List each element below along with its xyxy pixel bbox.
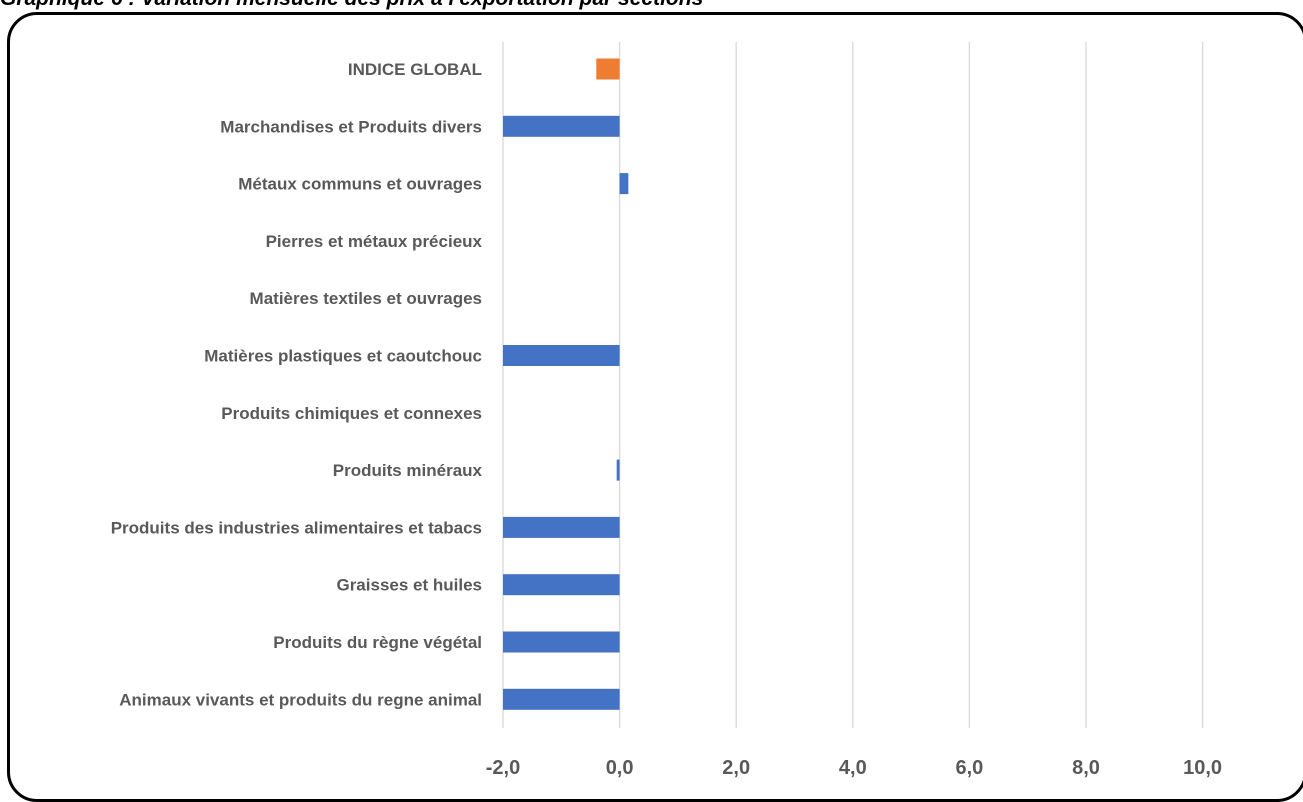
category-label: Animaux vivants et produits du regne ani… <box>119 690 482 709</box>
category-label: Métaux communs et ouvrages <box>238 175 482 194</box>
bars <box>503 58 629 710</box>
x-tick-label: -2,0 <box>486 757 520 779</box>
gridlines <box>502 42 1204 728</box>
bar <box>503 516 620 538</box>
category-label: Marchandises et Produits divers <box>220 117 482 136</box>
x-tick-label: 2,0 <box>722 757 750 779</box>
x-tick-label: 10,0 <box>1183 757 1222 779</box>
bar <box>619 173 629 195</box>
bar <box>596 58 620 80</box>
chart-title: Graphique 6 : Variation mensuelle des pr… <box>0 0 1303 10</box>
category-label: Produits minéraux <box>333 461 483 480</box>
x-tick-label: 4,0 <box>839 757 867 779</box>
x-tick-label: 6,0 <box>955 757 983 779</box>
category-labels: INDICE GLOBAL Marchandises et Produits di… <box>111 60 483 709</box>
x-axis-tick-labels: -2,0 0,0 2,0 4,0 6,0 8,0 10,0 <box>486 757 1222 779</box>
bar <box>503 631 620 653</box>
category-label: Matières plastiques et caoutchouc <box>204 347 482 366</box>
category-label: Produits chimiques et connexes <box>221 404 482 423</box>
bar <box>503 345 620 366</box>
category-label: INDICE GLOBAL <box>348 60 482 79</box>
bar <box>616 459 620 481</box>
category-label: Pierres et métaux précieux <box>266 232 483 251</box>
x-tick-label: 0,0 <box>606 757 634 779</box>
category-label: Produits des industries alimentaires et … <box>111 518 482 537</box>
category-label: Graisses et huiles <box>336 576 482 595</box>
category-label: Matières textiles et ouvrages <box>250 289 482 308</box>
bar <box>503 688 620 710</box>
bar <box>503 115 620 137</box>
category-label: Produits du règne végétal <box>273 633 482 652</box>
bar <box>503 574 620 596</box>
x-tick-label: 8,0 <box>1072 757 1100 779</box>
